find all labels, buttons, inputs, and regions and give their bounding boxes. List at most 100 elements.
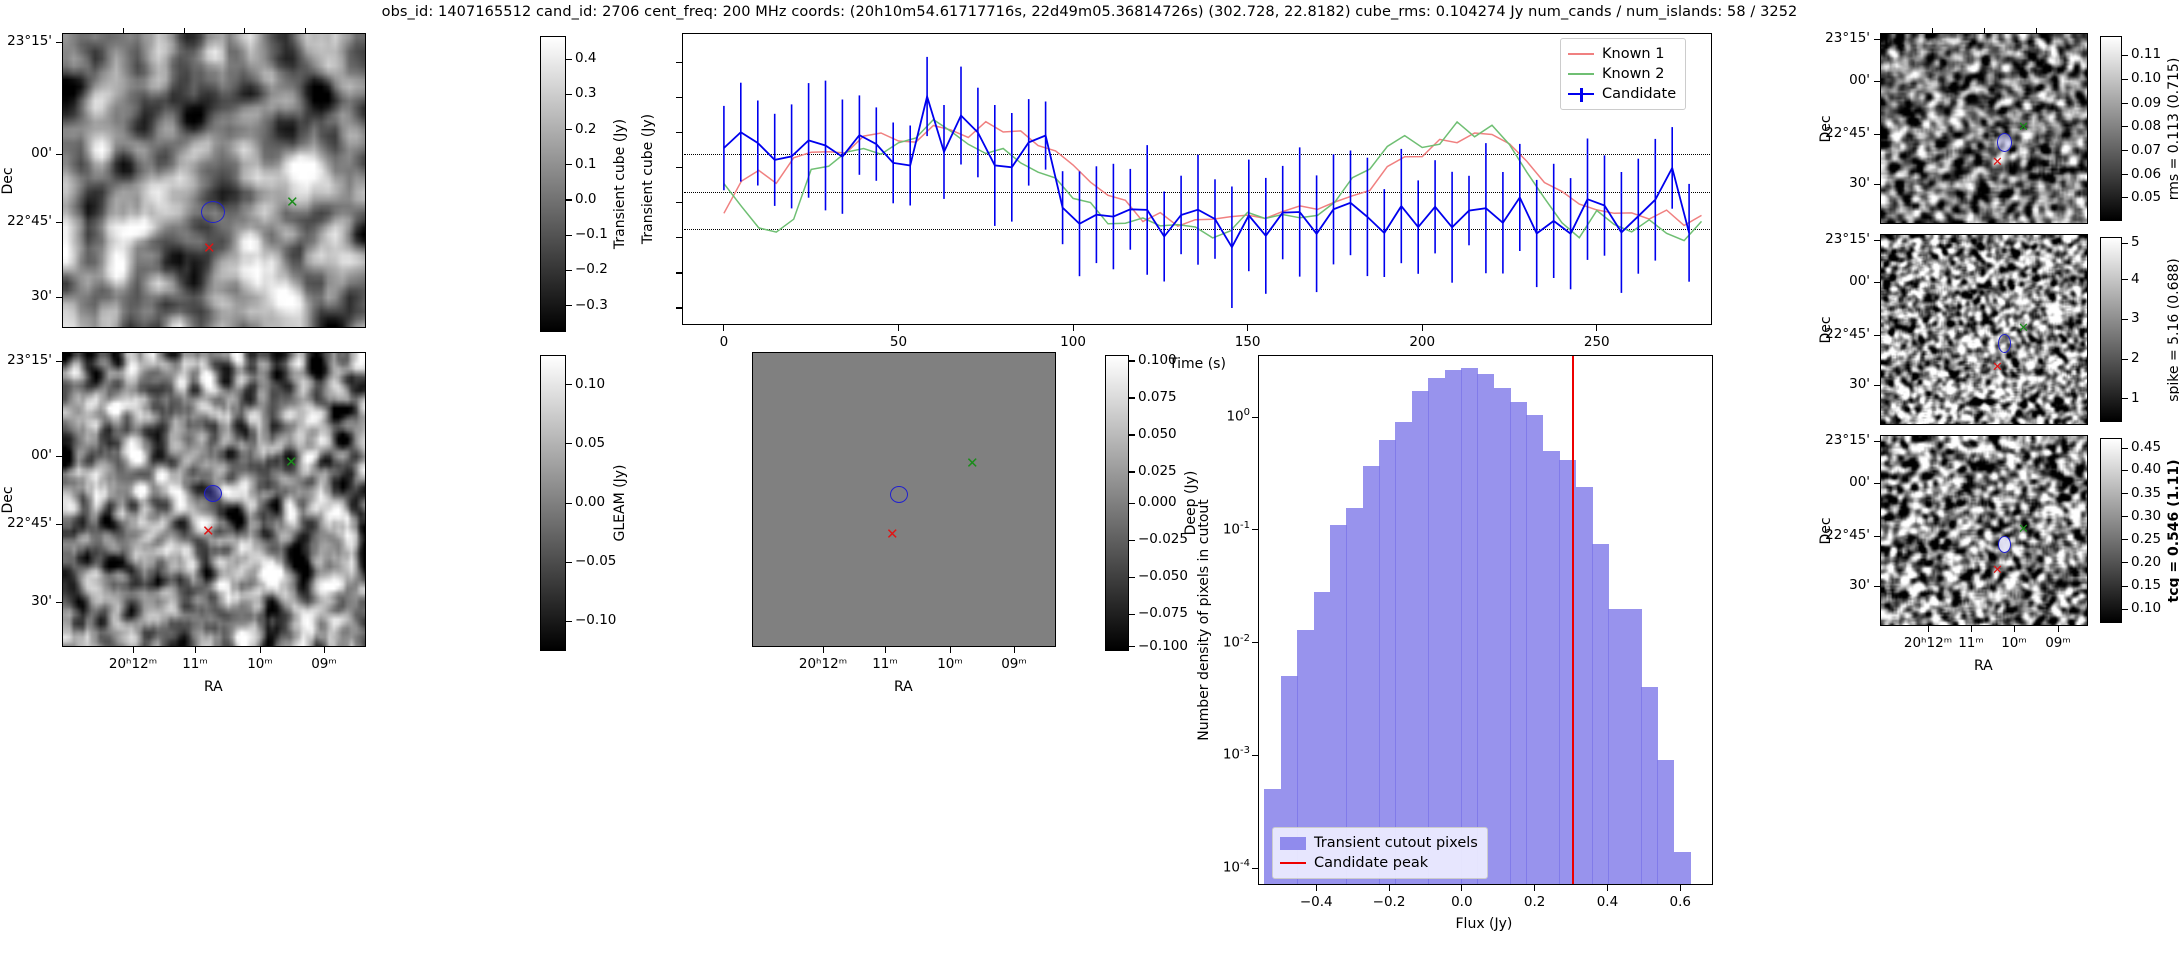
colorbar-tick (566, 384, 572, 386)
histogram-bar (1542, 450, 1560, 884)
colorbar-tick (2122, 174, 2128, 176)
lightcurve-plot[interactable] (682, 33, 1712, 325)
colorbar-tick (2122, 279, 2128, 281)
ra-tick (194, 647, 196, 653)
ra-tick-label: 11ᵐ (182, 656, 208, 672)
colorbar-tick-label: 4 (2131, 270, 2140, 287)
dec-tick (56, 296, 62, 298)
legend-swatch (1568, 53, 1594, 55)
dec-tick (1874, 239, 1880, 241)
histogram-bar (1460, 368, 1478, 884)
colorbar-gradient (541, 37, 565, 331)
colorbar-tick (2122, 608, 2128, 610)
histogram-bar (1510, 402, 1528, 884)
colorbar-tick (1129, 471, 1135, 473)
lightcurve-x-tick (1421, 325, 1423, 331)
lightcurve-y-tick (676, 97, 682, 99)
minor-tick (2036, 28, 2037, 33)
known-source-marker-red: ✕ (202, 522, 215, 540)
histogram-y-tick (1252, 642, 1258, 644)
dec-tick-label: 22°45' (1825, 527, 1870, 543)
lightcurve-x-tick (723, 325, 725, 331)
dec-tick-label: 30' (1849, 175, 1870, 191)
ra-tick (132, 647, 134, 653)
colorbar-tick-label: 0.06 (2131, 165, 2162, 182)
spike-map-colorbar-title: spike = 5.16 (0.688) (2166, 257, 2179, 402)
candidate-island-contour (1996, 132, 2012, 152)
dec-tick-label: 00' (1849, 273, 1870, 289)
colorbar-tick (2122, 318, 2128, 320)
dec-tick (1874, 281, 1880, 283)
dec-tick (1874, 334, 1880, 336)
dec-tick (56, 601, 62, 603)
colorbar-tick (2122, 585, 2128, 587)
known-source-marker-green: ✕ (2018, 321, 2029, 336)
colorbar-gradient (2101, 238, 2121, 421)
dec-tick-label: 23°15' (7, 352, 52, 368)
transient-cube-image[interactable] (62, 33, 366, 328)
dec-axis-label: Dec (0, 485, 16, 514)
dec-tick (1874, 38, 1880, 40)
ra-tick-label: 10ᵐ (937, 656, 963, 672)
colorbar-tick-label: 0.11 (2131, 46, 2162, 63)
histogram-bar (1673, 851, 1691, 884)
colorbar-tick (566, 129, 572, 131)
ra-tick-label: 11ᵐ (1958, 635, 1984, 651)
histogram-x-tick-label: 0.2 (1523, 894, 1546, 910)
colorbar-tick (1129, 539, 1135, 541)
lightcurve-x-tick-label: 50 (889, 334, 908, 350)
rms-map-image[interactable] (1880, 33, 2088, 224)
colorbar-tick (566, 561, 572, 563)
lightcurve-legend[interactable]: Known 1 Known 2 Candidate (1560, 38, 1687, 110)
colorbar-tick (566, 58, 572, 60)
dec-tick (1874, 133, 1880, 135)
ra-tick (1927, 626, 1929, 632)
colorbar-tick-label: −0.10 (575, 612, 617, 629)
lightcurve-x-tick (897, 325, 900, 331)
legend-item[interactable]: Known 1 (1568, 44, 1676, 64)
histogram-bar (1575, 486, 1593, 884)
colorbar-tick-label: 2 (2131, 350, 2140, 367)
histogram-y-tick-label: 10-4 (1222, 858, 1250, 876)
legend-item[interactable]: Transient cutout pixels (1280, 833, 1478, 853)
histogram-x-tick-label: −0.4 (1299, 894, 1333, 910)
ra-tick-label: 11ᵐ (872, 656, 898, 672)
colorbar-tick (1129, 613, 1135, 615)
legend-item[interactable]: Known 2 (1568, 64, 1676, 84)
colorbar-tick-label: 0.05 (2131, 188, 2162, 205)
legend-swatch (1568, 73, 1594, 75)
colorbar-tick-label: −0.05 (575, 553, 617, 570)
histogram-bar (1379, 440, 1396, 884)
lightcurve-x-axis-label: Time (s) (1169, 356, 1226, 372)
legend-item[interactable]: Candidate (1568, 84, 1676, 104)
tcg-map-colorbar (2100, 438, 2122, 623)
tcg-map-image[interactable] (1880, 435, 2088, 626)
dec-tick (56, 221, 62, 223)
histogram-legend[interactable]: Transient cutout pixels Candidate peak (1272, 827, 1488, 879)
colorbar-tick (566, 443, 572, 445)
dec-tick (1874, 585, 1880, 587)
dec-tick-label: 23°15' (1825, 30, 1870, 46)
spike-map-image[interactable] (1880, 234, 2088, 425)
colorbar-tick (566, 93, 572, 95)
minor-tick (305, 28, 307, 33)
legend-item[interactable]: Candidate peak (1280, 853, 1478, 873)
lightcurve-y-tick (676, 167, 682, 169)
spike-map-colorbar (2100, 237, 2122, 422)
ra-tick-label: 10ᵐ (2001, 635, 2027, 651)
histogram-y-tick-label: 10-1 (1222, 519, 1250, 538)
ra-tick (323, 647, 325, 653)
dec-axis-label: Dec (1818, 114, 1834, 143)
minor-tick (244, 28, 246, 33)
dec-tick-label: 30' (31, 593, 52, 609)
transient-cube-colorbar-title: Transient cube (Jy) (612, 118, 628, 250)
colorbar-tick (1129, 360, 1135, 362)
dec-tick-label: 23°15' (1825, 432, 1870, 448)
histogram-bar (1526, 414, 1544, 884)
ra-axis-label: RA (894, 679, 913, 695)
candidate-island-contour (890, 485, 908, 503)
histogram-y-tick (1252, 754, 1258, 756)
colorbar-tick (2122, 493, 2128, 495)
minor-tick (1984, 28, 1985, 33)
histogram-y-tick-label: 10-3 (1222, 745, 1250, 763)
